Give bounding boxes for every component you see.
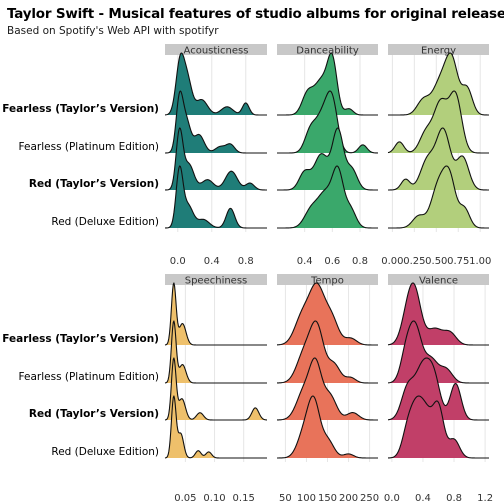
tick-label-valence: 0.4 [415, 493, 431, 504]
strip-label-danceability: Danceability [296, 46, 359, 57]
album-label-red-deluxe-edition: Red (Deluxe Edition) [51, 216, 159, 228]
tick-label-danceability: 0.6 [324, 256, 340, 267]
album-label-fearless-platinum-edition: Fearless (Platinum Edition) [19, 371, 159, 383]
tick-label-tempo: 200 [339, 493, 358, 504]
tick-label-valence: 1.2 [477, 493, 493, 504]
tick-label-speechiness: 0.10 [203, 493, 225, 504]
ridge-line-tempo-fearless-platinum-edition [276, 320, 378, 384]
strip-acousticness [165, 44, 267, 55]
ridge-fill-speechiness-red-deluxe-edition [165, 396, 267, 458]
ridge-line-speechiness-red-deluxe-edition [164, 395, 267, 459]
ridge-line-speechiness-fearless-platinum-edition [164, 320, 267, 384]
album-label-fearless-taylor-s-version: Fearless (Taylor’s Version) [2, 103, 159, 115]
tick-label-acousticness: 0.8 [238, 256, 254, 267]
ridge-line-danceability-red-deluxe-edition [277, 165, 378, 229]
tick-label-valence: 0.8 [446, 493, 462, 504]
strip-energy [388, 44, 489, 55]
strip-label-energy: Energy [421, 46, 456, 57]
tick-label-speechiness: 0.15 [233, 493, 255, 504]
ridge-line-danceability-red-taylor-s-version [277, 127, 378, 191]
ridge-fill-energy-fearless-platinum-edition [388, 91, 489, 153]
strip-valence [388, 274, 489, 285]
ridge-fill-energy-red-deluxe-edition [388, 166, 489, 228]
tick-label-tempo: 150 [318, 493, 337, 504]
tick-label-danceability: 0.4 [297, 256, 313, 267]
strip-label-speechiness: Speechiness [185, 276, 248, 287]
album-label-red-taylor-s-version: Red (Taylor’s Version) [29, 178, 159, 190]
ridge-line-acousticness-red-taylor-s-version [164, 127, 267, 191]
ridge-fill-energy-red-taylor-s-version [388, 128, 489, 190]
ridge-line-valence-red-taylor-s-version [387, 357, 489, 421]
album-label-red-taylor-s-version: Red (Taylor’s Version) [29, 408, 159, 420]
ridge-fill-valence-fearless-platinum-edition [388, 321, 489, 383]
ridge-line-danceability-fearless-taylor-s-version [277, 52, 378, 116]
ridge-line-tempo-red-deluxe-edition [277, 395, 378, 459]
ridge-fill-acousticness-fearless-taylor-s-version [165, 53, 267, 115]
album-label-fearless-platinum-edition: Fearless (Platinum Edition) [19, 141, 159, 153]
ridge-fill-acousticness-red-taylor-s-version [165, 128, 267, 190]
album-label-fearless-taylor-s-version: Fearless (Taylor’s Version) [2, 333, 159, 345]
ridge-line-acousticness-fearless-platinum-edition [165, 90, 267, 154]
ridge-line-tempo-fearless-taylor-s-version [276, 282, 378, 346]
ridge-line-tempo-red-taylor-s-version [276, 357, 378, 421]
ridge-fill-tempo-red-taylor-s-version [277, 358, 378, 420]
ridge-line-valence-fearless-platinum-edition [387, 320, 489, 384]
tick-label-valence: 0.0 [384, 493, 400, 504]
ridge-line-valence-fearless-taylor-s-version [387, 282, 489, 346]
ridge-line-speechiness-fearless-taylor-s-version [164, 282, 267, 346]
tick-label-energy: 1.00 [469, 256, 491, 267]
album-label-red-deluxe-edition: Red (Deluxe Edition) [51, 446, 159, 458]
tick-label-danceability: 0.8 [352, 256, 368, 267]
ridge-fill-acousticness-red-deluxe-edition [165, 166, 267, 228]
ridge-fill-energy-fearless-taylor-s-version [388, 53, 489, 115]
tick-label-tempo: 100 [297, 493, 316, 504]
ridge-fill-acousticness-fearless-platinum-edition [165, 91, 267, 153]
ridge-line-acousticness-fearless-taylor-s-version [164, 52, 267, 116]
ridge-fill-speechiness-fearless-taylor-s-version [165, 283, 267, 345]
tick-label-energy: 0.75 [447, 256, 469, 267]
ridge-fill-danceability-fearless-taylor-s-version [277, 53, 378, 115]
tick-label-energy: 0.00 [381, 256, 403, 267]
ridge-fill-valence-red-deluxe-edition [388, 396, 489, 458]
ridge-fill-tempo-red-deluxe-edition [277, 396, 378, 458]
tick-label-acousticness: 0.0 [170, 256, 186, 267]
ridge-line-danceability-fearless-platinum-edition [277, 90, 379, 154]
ridge-fill-danceability-red-taylor-s-version [277, 128, 378, 190]
tick-label-tempo: 50 [279, 493, 292, 504]
ridge-fill-danceability-red-deluxe-edition [277, 166, 378, 228]
ridge-line-energy-fearless-platinum-edition [387, 90, 489, 154]
ridge-line-speechiness-red-taylor-s-version [164, 357, 268, 421]
ridge-line-energy-red-taylor-s-version [387, 127, 490, 191]
ridge-fill-tempo-fearless-taylor-s-version [277, 283, 378, 345]
tick-label-energy: 0.50 [425, 256, 447, 267]
strip-speechiness [165, 274, 267, 285]
chart-title: Taylor Swift - Musical features of studi… [7, 6, 504, 22]
strip-label-tempo: Tempo [310, 276, 344, 287]
ridge-line-valence-red-deluxe-edition [387, 395, 489, 459]
ridge-fill-tempo-fearless-platinum-edition [277, 321, 378, 383]
tick-label-tempo: 250 [360, 493, 379, 504]
chart-subtitle: Based on Spotify's Web API with spotifyr [7, 25, 219, 37]
tick-label-energy: 0.25 [403, 256, 425, 267]
tick-label-speechiness: 0.05 [174, 493, 196, 504]
ridge-line-acousticness-red-deluxe-edition [164, 165, 267, 229]
ridge-line-energy-red-deluxe-edition [388, 165, 489, 229]
strip-danceability [277, 44, 378, 55]
tick-label-acousticness: 0.4 [204, 256, 220, 267]
strip-tempo [277, 274, 378, 285]
strip-label-valence: Valence [419, 276, 458, 287]
ridge-line-energy-fearless-taylor-s-version [388, 52, 490, 116]
strip-label-acousticness: Acousticness [184, 46, 249, 57]
ridge-fill-danceability-fearless-platinum-edition [277, 91, 378, 153]
